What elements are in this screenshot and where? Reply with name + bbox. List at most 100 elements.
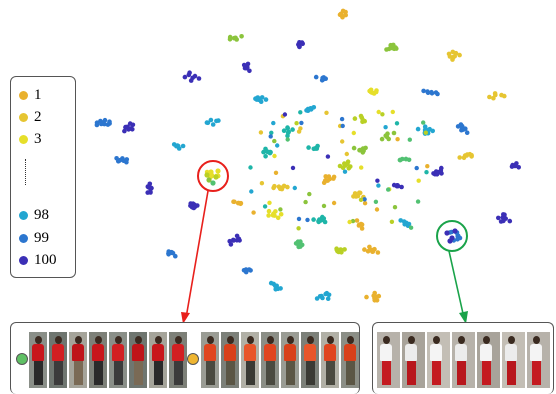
cluster-point bbox=[121, 158, 126, 163]
arrow-green-line bbox=[448, 250, 465, 319]
legend-label-2: 2 bbox=[34, 108, 42, 125]
cluster-point bbox=[507, 218, 513, 224]
cluster-point bbox=[299, 40, 305, 45]
cluster-point bbox=[278, 212, 284, 217]
scatter-point bbox=[362, 197, 367, 202]
person-head bbox=[383, 336, 390, 344]
cluster-point bbox=[263, 97, 269, 102]
highlighted-point bbox=[215, 168, 221, 174]
person-head bbox=[35, 336, 42, 344]
cluster-point bbox=[403, 156, 409, 162]
cluster-point bbox=[188, 201, 193, 206]
cluster-point bbox=[273, 209, 278, 214]
legend-swatch-3 bbox=[19, 134, 28, 144]
image-strip-orange-shirts bbox=[201, 332, 359, 388]
scatter-point bbox=[358, 197, 364, 202]
scatter-point bbox=[282, 112, 288, 117]
scatter-point bbox=[375, 178, 380, 183]
scatter-point bbox=[271, 120, 276, 126]
person-legs bbox=[432, 361, 441, 385]
cluster-point bbox=[512, 163, 518, 169]
scatter-point bbox=[292, 185, 297, 191]
cluster-point bbox=[358, 113, 364, 119]
scatter-point bbox=[248, 165, 253, 170]
cluster-point bbox=[210, 122, 216, 127]
scatter-point bbox=[269, 130, 274, 135]
cluster-point bbox=[415, 126, 421, 132]
person-image bbox=[427, 332, 450, 388]
cluster-point bbox=[231, 238, 236, 243]
cluster-point bbox=[227, 37, 233, 42]
cluster-point bbox=[128, 126, 134, 131]
cluster-point bbox=[234, 238, 240, 243]
image-strip-red-shirts bbox=[29, 332, 187, 388]
cluster-point bbox=[425, 89, 430, 94]
cluster-point bbox=[127, 121, 133, 126]
cluster-point bbox=[255, 95, 261, 100]
cluster-point bbox=[272, 183, 277, 189]
left-panel bbox=[10, 322, 360, 394]
cluster-layer bbox=[94, 8, 521, 303]
cluster-point bbox=[192, 73, 198, 79]
scatter-point bbox=[296, 216, 302, 222]
cluster-point bbox=[459, 126, 465, 131]
cluster-point bbox=[214, 118, 219, 124]
person-shirt bbox=[530, 344, 542, 361]
person-image bbox=[402, 332, 425, 388]
cluster-point bbox=[422, 124, 428, 129]
legend-label-99: 99 bbox=[34, 229, 49, 246]
cluster-point bbox=[326, 174, 332, 179]
scatter-point bbox=[305, 217, 310, 223]
person-legs bbox=[174, 361, 183, 385]
cluster-point bbox=[391, 130, 397, 136]
cluster-point bbox=[234, 233, 240, 239]
scatter-point bbox=[425, 164, 430, 169]
cluster-point bbox=[233, 35, 238, 41]
cluster-point bbox=[399, 184, 404, 190]
person-head bbox=[207, 336, 214, 344]
person-head bbox=[115, 336, 122, 344]
scatter-point bbox=[392, 205, 398, 210]
scatter-point bbox=[325, 154, 331, 159]
highlighted-point bbox=[208, 169, 214, 175]
person-shirt bbox=[32, 344, 44, 361]
person-legs bbox=[286, 361, 295, 385]
person-head bbox=[227, 336, 234, 344]
person-shirt bbox=[405, 344, 417, 361]
scatter-point bbox=[251, 210, 256, 215]
legend-item-100: 100 bbox=[19, 250, 57, 270]
cluster-point bbox=[353, 194, 359, 199]
person-legs bbox=[382, 361, 391, 385]
cluster-point bbox=[244, 65, 249, 71]
cluster-point bbox=[125, 124, 130, 130]
cluster-point bbox=[334, 247, 340, 252]
cluster-point bbox=[278, 286, 283, 291]
person-shirt bbox=[324, 344, 336, 361]
cluster-point bbox=[367, 88, 372, 94]
person-legs bbox=[114, 361, 123, 385]
person-image bbox=[452, 332, 475, 388]
person-shirt bbox=[505, 344, 517, 361]
legend-swatch-98 bbox=[19, 210, 28, 220]
cluster-point bbox=[204, 120, 210, 125]
highlighted-point bbox=[210, 180, 216, 186]
cluster-point bbox=[457, 155, 463, 160]
cluster-point bbox=[362, 247, 367, 252]
cluster-point bbox=[346, 166, 352, 171]
highlighted-point bbox=[455, 233, 461, 239]
legend-item-99: 99 bbox=[19, 228, 49, 248]
person-shirt bbox=[380, 344, 392, 361]
person-legs bbox=[326, 361, 335, 385]
scatter-point bbox=[415, 199, 421, 204]
scatter-point bbox=[272, 153, 277, 159]
cluster-point bbox=[166, 252, 171, 257]
cluster-point bbox=[186, 72, 192, 78]
cluster-point bbox=[340, 14, 345, 20]
cluster-point bbox=[388, 42, 394, 48]
cluster-point bbox=[285, 130, 291, 135]
person-legs bbox=[74, 361, 83, 385]
cluster-point bbox=[342, 247, 347, 252]
cluster-point bbox=[281, 128, 287, 133]
scatter-point bbox=[347, 219, 352, 225]
person-head bbox=[483, 336, 490, 344]
